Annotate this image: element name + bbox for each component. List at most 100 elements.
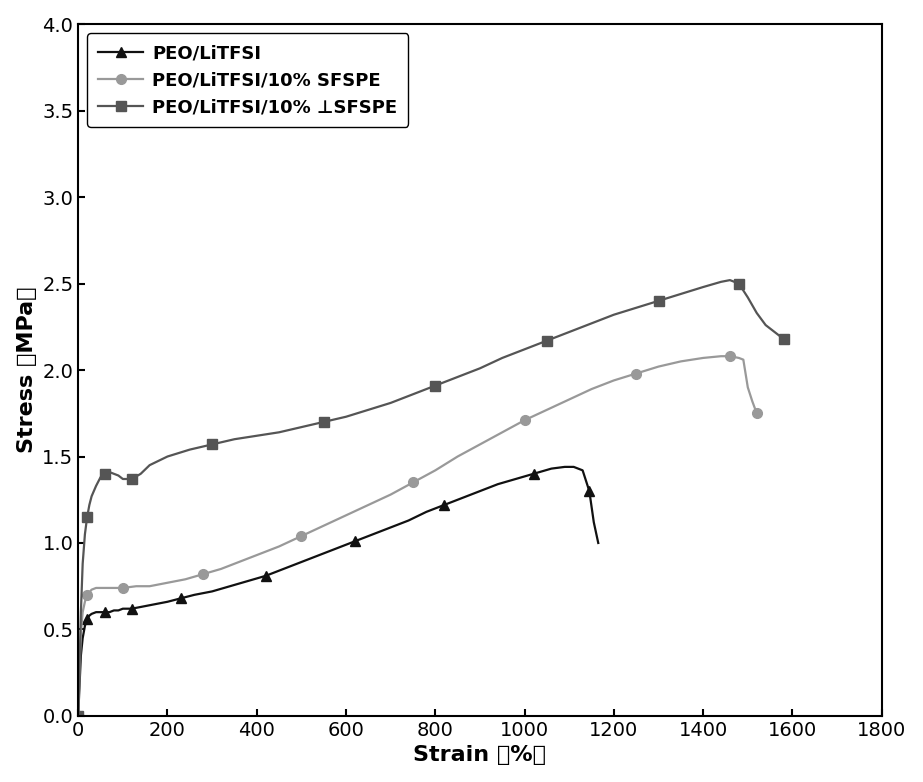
PEO/LiTFSI/10% SFSPE xyxy=(234,558,245,567)
PEO/LiTFSI xyxy=(108,606,119,615)
PEO/LiTFSI xyxy=(510,475,521,484)
PEO/LiTFSI xyxy=(79,621,90,630)
PEO/LiTFSI/10% ⊥SFSPE xyxy=(135,469,146,479)
PEO/LiTFSI xyxy=(81,615,92,624)
PEO/LiTFSI xyxy=(421,508,432,517)
PEO/LiTFSI xyxy=(86,609,97,619)
PEO/LiTFSI xyxy=(474,486,485,496)
PEO/LiTFSI/10% SFSPE xyxy=(586,385,597,394)
PEO/LiTFSI xyxy=(90,608,102,617)
PEO/LiTFSI xyxy=(545,464,557,473)
PEO/LiTFSI/10% ⊥SFSPE xyxy=(725,275,736,285)
PEO/LiTFSI xyxy=(207,586,218,596)
PEO/LiTFSI/10% SFSPE xyxy=(742,382,753,392)
PEO/LiTFSI/10% SFSPE xyxy=(430,465,441,475)
PEO/LiTFSI/10% SFSPE xyxy=(363,500,374,510)
Legend: PEO/LiTFSI, PEO/LiTFSI/10% SFSPE, PEO/LiTFSI/10% ⊥SFSPE: PEO/LiTFSI, PEO/LiTFSI/10% SFSPE, PEO/Li… xyxy=(88,33,408,127)
PEO/LiTFSI/10% SFSPE xyxy=(180,575,191,584)
PEO/LiTFSI/10% SFSPE xyxy=(497,428,508,437)
PEO/LiTFSI/10% SFSPE xyxy=(162,578,173,587)
PEO/LiTFSI/10% SFSPE xyxy=(215,565,226,574)
PEO/LiTFSI/10% SFSPE xyxy=(630,369,641,378)
PEO/LiTFSI xyxy=(385,522,396,532)
PEO/LiTFSI/10% SFSPE xyxy=(341,511,352,520)
PEO/LiTFSI/10% SFSPE xyxy=(519,415,530,425)
PEO/LiTFSI/10% SFSPE xyxy=(452,452,463,461)
PEO/LiTFSI xyxy=(528,469,539,479)
PEO/LiTFSI xyxy=(583,486,594,496)
PEO/LiTFSI/10% SFSPE xyxy=(407,478,418,487)
PEO/LiTFSI xyxy=(188,590,199,600)
PEO/LiTFSI xyxy=(260,571,271,580)
PEO/LiTFSI/10% SFSPE xyxy=(318,521,330,530)
PEO/LiTFSI/10% SFSPE xyxy=(108,583,119,593)
PEO/LiTFSI/10% ⊥SFSPE xyxy=(104,468,115,477)
PEO/LiTFSI/10% SFSPE xyxy=(385,490,396,499)
PEO/LiTFSI xyxy=(162,597,173,607)
PEO/LiTFSI xyxy=(104,608,115,617)
PEO/LiTFSI/10% SFSPE xyxy=(725,352,736,361)
PEO/LiTFSI xyxy=(95,608,106,617)
PEO/LiTFSI xyxy=(73,711,84,720)
PEO/LiTFSI xyxy=(175,594,186,603)
PEO/LiTFSI xyxy=(457,493,468,503)
PEO/LiTFSI/10% SFSPE xyxy=(273,542,284,551)
PEO/LiTFSI xyxy=(84,611,95,620)
PEO/LiTFSI/10% SFSPE xyxy=(73,711,84,720)
PEO/LiTFSI xyxy=(588,518,599,527)
PEO/LiTFSI/10% SFSPE xyxy=(698,353,709,363)
PEO/LiTFSI xyxy=(117,604,128,613)
PEO/LiTFSI/10% ⊥SFSPE xyxy=(769,328,780,337)
PEO/LiTFSI/10% SFSPE xyxy=(144,582,155,591)
PEO/LiTFSI xyxy=(135,602,146,612)
PEO/LiTFSI/10% ⊥SFSPE xyxy=(778,334,789,343)
PEO/LiTFSI xyxy=(559,462,570,472)
PEO/LiTFSI/10% SFSPE xyxy=(86,585,97,594)
PEO/LiTFSI xyxy=(126,604,138,613)
PEO/LiTFSI xyxy=(350,536,361,546)
X-axis label: Strain （%）: Strain （%） xyxy=(414,745,546,766)
PEO/LiTFSI/10% SFSPE xyxy=(747,396,758,406)
Line: PEO/LiTFSI/10% ⊥SFSPE: PEO/LiTFSI/10% ⊥SFSPE xyxy=(73,275,788,721)
PEO/LiTFSI/10% SFSPE xyxy=(564,395,575,404)
PEO/LiTFSI xyxy=(144,601,155,610)
PEO/LiTFSI/10% ⊥SFSPE xyxy=(126,475,138,484)
PEO/LiTFSI/10% SFSPE xyxy=(751,408,762,418)
PEO/LiTFSI/10% SFSPE xyxy=(715,352,726,361)
PEO/LiTFSI/10% SFSPE xyxy=(78,608,89,617)
PEO/LiTFSI xyxy=(224,582,235,591)
PEO/LiTFSI xyxy=(100,608,111,617)
PEO/LiTFSI/10% SFSPE xyxy=(74,668,85,677)
PEO/LiTFSI/10% SFSPE xyxy=(198,569,209,579)
Line: PEO/LiTFSI/10% SFSPE: PEO/LiTFSI/10% SFSPE xyxy=(73,351,761,721)
PEO/LiTFSI xyxy=(278,565,289,574)
PEO/LiTFSI/10% SFSPE xyxy=(76,628,87,637)
PEO/LiTFSI/10% SFSPE xyxy=(542,405,553,414)
PEO/LiTFSI xyxy=(569,462,580,472)
PEO/LiTFSI/10% SFSPE xyxy=(296,532,307,541)
PEO/LiTFSI xyxy=(78,633,89,643)
PEO/LiTFSI xyxy=(331,543,342,553)
PEO/LiTFSI/10% SFSPE xyxy=(251,551,262,560)
PEO/LiTFSI xyxy=(76,651,87,660)
PEO/LiTFSI/10% SFSPE xyxy=(131,582,142,591)
PEO/LiTFSI/10% SFSPE xyxy=(737,355,749,364)
PEO/LiTFSI/10% SFSPE xyxy=(117,583,128,593)
Y-axis label: Stress （MPa）: Stress （MPa） xyxy=(17,287,37,454)
PEO/LiTFSI xyxy=(438,500,450,510)
PEO/LiTFSI/10% ⊥SFSPE xyxy=(73,711,84,720)
PEO/LiTFSI xyxy=(577,465,588,475)
PEO/LiTFSI xyxy=(367,529,378,539)
Line: PEO/LiTFSI: PEO/LiTFSI xyxy=(73,462,603,721)
PEO/LiTFSI xyxy=(403,516,414,526)
PEO/LiTFSI xyxy=(153,599,164,608)
PEO/LiTFSI/10% SFSPE xyxy=(734,353,745,363)
PEO/LiTFSI xyxy=(314,551,325,560)
PEO/LiTFSI xyxy=(74,680,85,690)
PEO/LiTFSI xyxy=(593,538,604,547)
PEO/LiTFSI xyxy=(113,606,124,615)
PEO/LiTFSI/10% SFSPE xyxy=(676,357,687,366)
PEO/LiTFSI/10% SFSPE xyxy=(81,590,92,600)
PEO/LiTFSI/10% ⊥SFSPE xyxy=(497,353,508,363)
PEO/LiTFSI/10% SFSPE xyxy=(474,439,485,449)
